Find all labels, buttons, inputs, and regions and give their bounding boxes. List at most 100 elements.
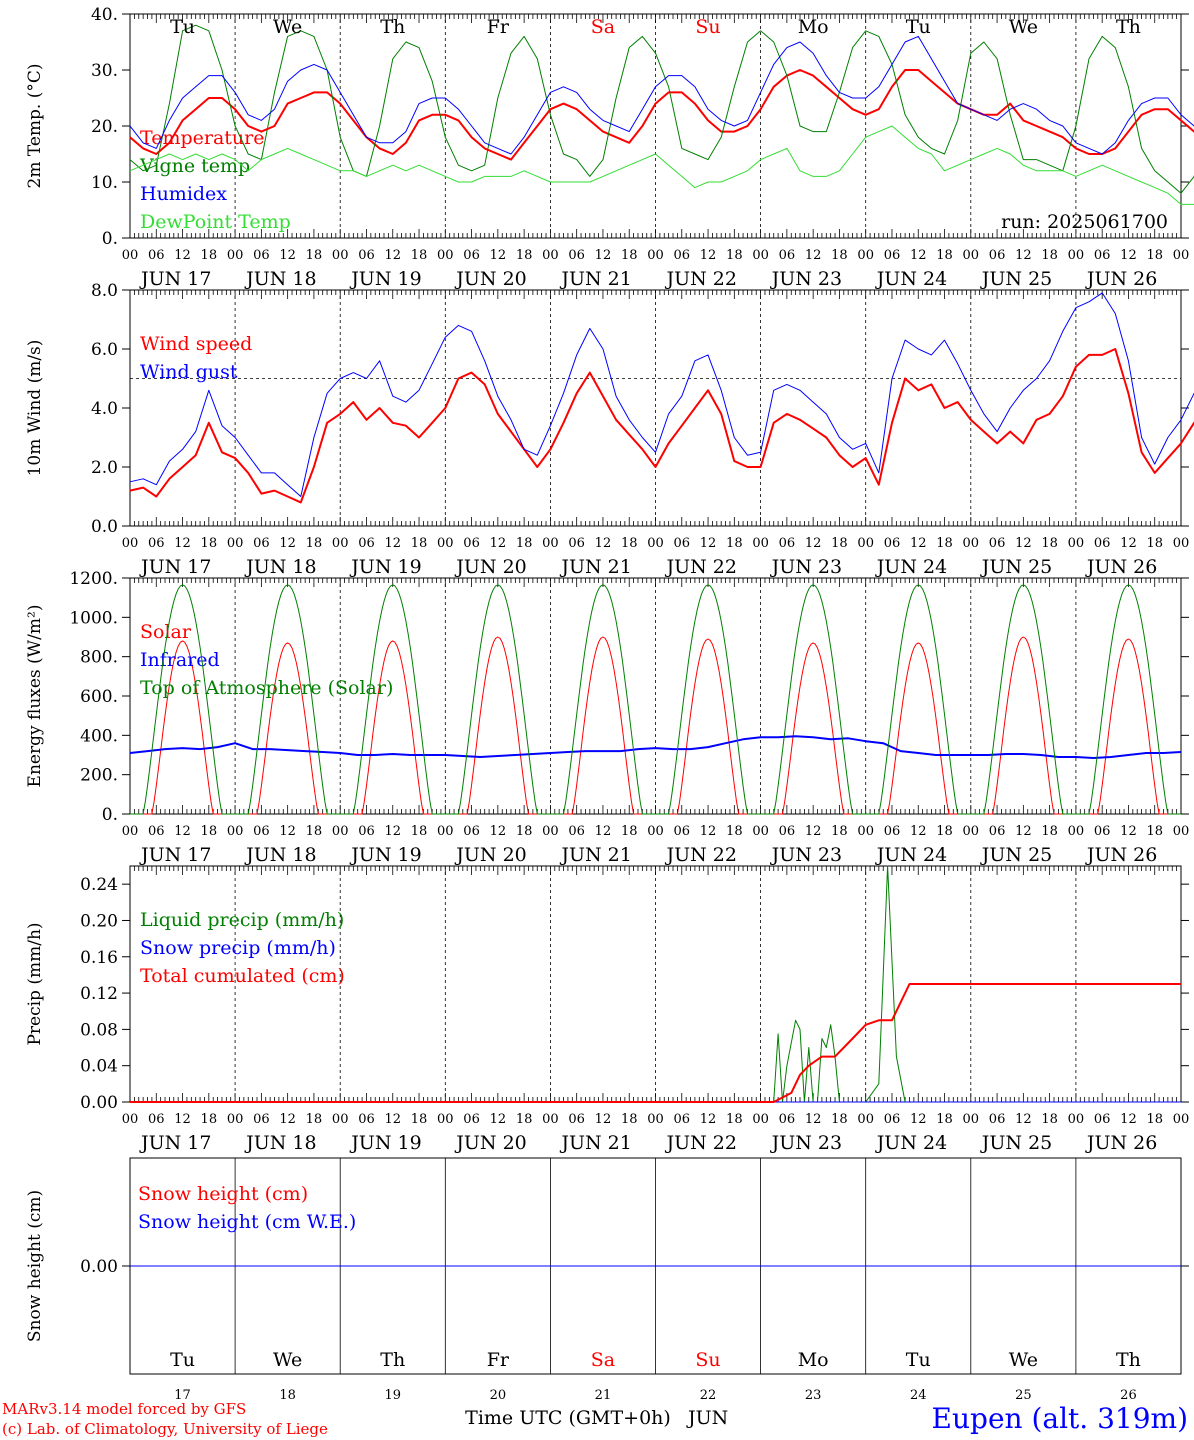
hour-tick-label: 18 [411,536,428,551]
y-tick-label: 0.24 [80,875,118,895]
hour-tick-label: 06 [779,248,796,263]
date-label: JUN 23 [770,268,842,290]
y-tick-label: 0.08 [80,1020,118,1040]
legend-label: Total cumulated (cm) [140,965,345,987]
hour-tick-label: 00 [332,248,349,263]
date-label: JUN 24 [875,556,947,578]
weekday-label: Mo [798,16,829,38]
legend-label: Solar [140,621,192,643]
hour-tick-label: 12 [279,536,296,551]
hour-tick-label: 06 [989,824,1006,839]
y-axis-label: Snow height (cm) [25,1190,45,1342]
hour-tick-label: 18 [306,248,323,263]
day-number-label: 23 [805,1388,822,1403]
hour-tick-label: 06 [148,824,165,839]
panel-2 [122,289,1189,527]
hour-tick-label: 06 [674,1112,691,1127]
hour-tick-label: 00 [542,536,559,551]
hour-tick-label: 18 [726,824,743,839]
hour-tick-label: 12 [700,1112,717,1127]
series-line-liquid-precip-mm-h- [773,865,906,1103]
y-tick-label: 0.04 [80,1057,118,1077]
hour-tick-label: 18 [306,824,323,839]
date-label: JUN 17 [139,268,211,290]
hour-tick-label: 18 [1146,248,1163,263]
date-label: JUN 22 [665,268,737,290]
date-label: JUN 18 [244,844,316,866]
day-number-label: 18 [279,1388,296,1403]
hour-tick-label: 12 [1015,1112,1032,1127]
station-label: Eupen (alt. 319m) [932,1402,1188,1435]
hour-tick-label: 12 [595,248,612,263]
hour-tick-label: 12 [279,248,296,263]
series-line-total-cumulated-cm- [130,983,1181,1103]
hour-tick-label: 00 [332,536,349,551]
date-label: JUN 25 [980,844,1052,866]
hour-tick-label: 06 [674,824,691,839]
series-line-top-of-atmosphere-solar- [130,584,1181,815]
hour-tick-label: 06 [1094,1112,1111,1127]
hour-tick-label: 12 [910,824,927,839]
hour-tick-label: 00 [332,1112,349,1127]
weekday-label: Su [695,16,720,38]
y-tick-label: 4.0 [91,399,118,419]
hour-tick-label: 18 [1041,1112,1058,1127]
hour-tick-label: 00 [542,248,559,263]
weekday-label: Su [695,1349,720,1371]
date-label: JUN 22 [665,1132,737,1154]
hour-tick-label: 12 [174,536,191,551]
hour-tick-label: 06 [463,824,480,839]
day-number-label: 19 [384,1388,401,1403]
day-number-label: 25 [1015,1388,1032,1403]
weekday-label: Th [1116,1349,1141,1371]
hour-tick-label: 06 [779,536,796,551]
y-tick-label: 30. [91,61,118,81]
hour-tick-label: 06 [253,248,270,263]
hour-tick-label: 12 [384,1112,401,1127]
hour-tick-label: 06 [568,824,585,839]
hour-tick-label: 00 [963,536,980,551]
hour-tick-label: 18 [831,248,848,263]
hour-tick-label: 06 [463,1112,480,1127]
hour-tick-label: 12 [174,824,191,839]
hour-tick-label: 18 [306,536,323,551]
hour-tick-label: 12 [805,248,822,263]
hour-tick-label: 12 [384,248,401,263]
hour-tick-label: 00 [122,248,139,263]
weekday-label: We [273,1349,302,1371]
date-label: JUN 26 [1085,844,1157,866]
hour-tick-label: 00 [122,1112,139,1127]
date-label: JUN 23 [770,844,842,866]
hour-tick-label: 06 [148,1112,165,1127]
date-label: JUN 17 [139,1132,211,1154]
credit-line-1: MARv3.14 model forced by GFS [2,1400,246,1418]
y-tick-label: 0.0 [91,517,118,537]
series-line-dewpoint-temp [129,125,1194,205]
weekday-label: Th [380,16,405,38]
date-label: JUN 19 [349,1132,421,1154]
hour-tick-label: 00 [227,1112,244,1127]
hour-tick-label: 06 [358,1112,375,1127]
hour-tick-label: 12 [1015,248,1032,263]
weekday-label: Th [1116,16,1141,38]
hour-tick-label: 18 [201,536,218,551]
hour-tick-label: 00 [857,824,874,839]
date-label: JUN 21 [559,1132,631,1154]
hour-tick-label: 00 [542,1112,559,1127]
y-tick-label: 0.00 [80,1093,118,1113]
hour-tick-label: 18 [411,824,428,839]
hour-tick-label: 18 [201,1112,218,1127]
hour-tick-label: 12 [700,536,717,551]
hour-tick-label: 00 [1068,536,1085,551]
date-label: JUN 23 [770,1132,842,1154]
legend-label: DewPoint Temp [140,211,291,233]
weekday-label: Mo [798,1349,829,1371]
legend-label: Snow height (cm W.E.) [138,1211,356,1233]
date-label: JUN 21 [559,556,631,578]
hour-tick-label: 06 [568,1112,585,1127]
date-label: JUN 26 [1085,1132,1157,1154]
hour-tick-label: 12 [805,536,822,551]
y-axis-label: 2m Temp. (°C) [25,63,45,188]
weekday-label: Fr [487,16,510,38]
